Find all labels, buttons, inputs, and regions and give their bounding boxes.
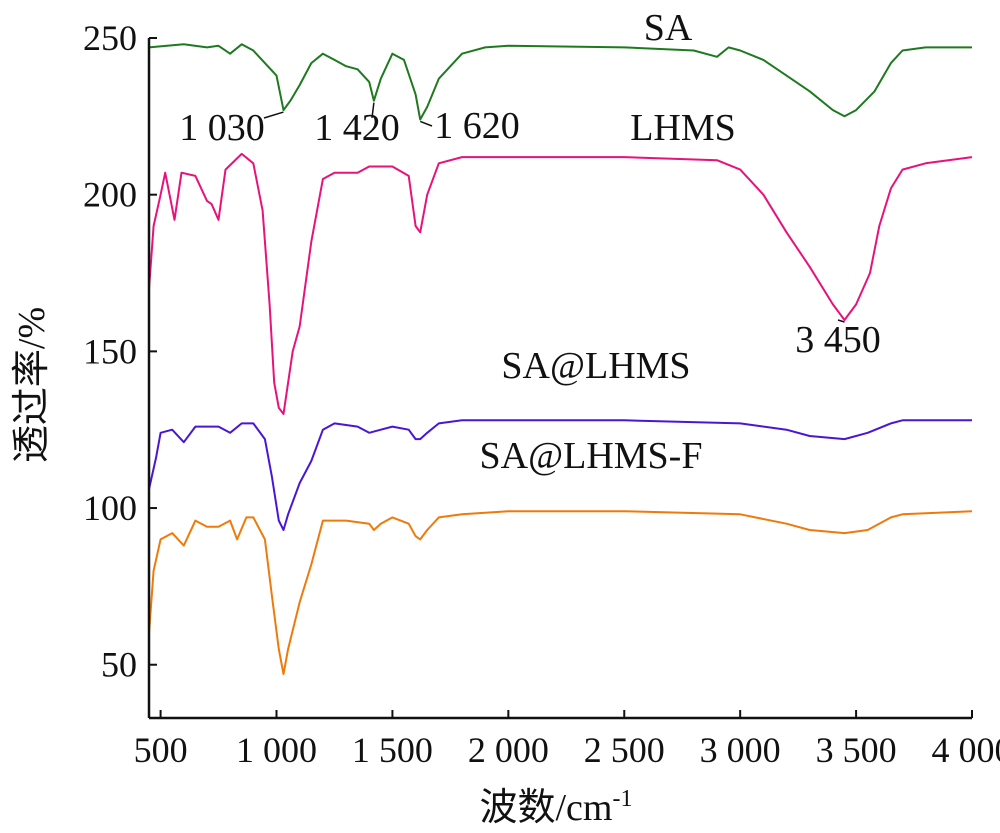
x-tick-label: 3 500 xyxy=(816,730,897,770)
peak-leader-line xyxy=(263,111,284,119)
axes-group xyxy=(147,38,972,720)
peak-leader-line xyxy=(837,319,845,323)
series-label-sa-lhms: SA@LHMS xyxy=(501,345,690,387)
series-group xyxy=(148,43,973,676)
x-tick-label: 3 000 xyxy=(700,730,781,770)
y-tick-label: 50 xyxy=(101,645,137,685)
series-label-sa: SA xyxy=(644,7,693,49)
y-tick-label: 100 xyxy=(83,488,137,528)
peak-annotation: 3 450 xyxy=(795,319,881,361)
series-line-sa xyxy=(148,43,972,121)
x-tick-label: 1 000 xyxy=(236,730,317,770)
peak-leader-line xyxy=(371,102,375,119)
series-line-sa-lhms xyxy=(148,419,972,531)
peak-leader-line xyxy=(419,120,433,127)
series-line-sa-lhms-f xyxy=(148,510,973,676)
x-tick-label: 500 xyxy=(134,730,188,770)
y-axis-title: 透过率/% xyxy=(11,307,53,463)
peak-annotation: 1 420 xyxy=(314,107,400,149)
y-tick-label: 150 xyxy=(83,331,137,371)
series-line-lhms xyxy=(148,152,973,415)
y-tick-label: 200 xyxy=(83,175,137,215)
x-axis-title: 波数/cm-1 xyxy=(480,786,633,829)
x-tick-label: 2 000 xyxy=(468,730,549,770)
y-tick-label: 250 xyxy=(83,18,137,58)
series-label-sa-lhms-f: SA@LHMS-F xyxy=(480,435,703,477)
x-axis-title-superscript: -1 xyxy=(612,786,632,812)
ticks-group: 500 1 000 1 500 2 000 2 500 3 000 3 500 4 000 50… xyxy=(83,18,1000,770)
x-tick-label: 2 500 xyxy=(584,730,665,770)
peak-annotation: 1 030 xyxy=(179,107,265,149)
peak-annotation: 1 620 xyxy=(434,105,520,147)
annotations-group: 1 030 1 420 1 620 3 450 xyxy=(179,102,881,361)
series-label-lhms: LHMS xyxy=(630,107,736,149)
x-axis-title-main: 波数/cm xyxy=(480,787,613,829)
x-tick-label: 1 500 xyxy=(352,730,433,770)
labels-group: SA LHMS SA@LHMS SA@LHMS-F xyxy=(480,7,736,477)
x-tick-label: 4 000 xyxy=(932,730,1000,770)
